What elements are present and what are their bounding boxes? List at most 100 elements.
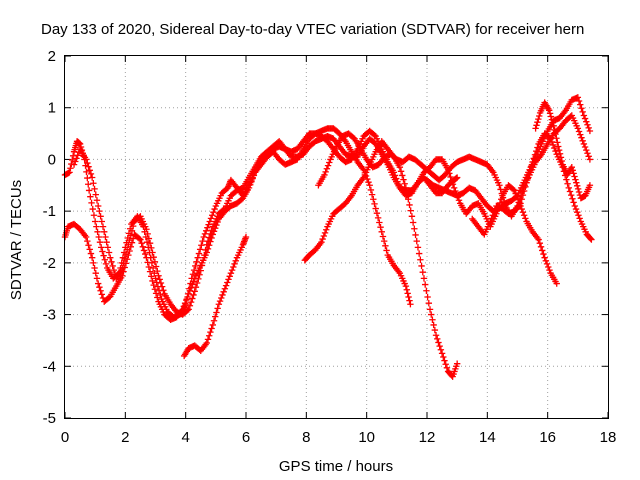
data-point [67, 165, 74, 172]
data-point [499, 194, 507, 201]
data-point [211, 205, 218, 213]
data-point [232, 257, 239, 264]
data-point [123, 246, 131, 253]
data-point [152, 263, 160, 270]
data-point [84, 237, 91, 245]
data-point [407, 207, 414, 214]
data-point [101, 256, 109, 263]
data-point [137, 236, 144, 243]
data-point [371, 131, 378, 139]
data-point [522, 183, 529, 191]
data-point [86, 167, 93, 174]
data-point [406, 297, 413, 304]
data-point [222, 282, 230, 289]
chart-title: Day 133 of 2020, Sidereal Day-to-day VTE… [41, 21, 584, 38]
data-point [145, 263, 153, 271]
data-point [420, 275, 428, 282]
data-point [187, 298, 195, 306]
data-point [529, 158, 536, 166]
data-point [409, 219, 417, 226]
data-point [366, 182, 373, 189]
data-point [152, 290, 160, 297]
data-point [536, 240, 544, 247]
data-point [98, 291, 106, 298]
data-point [571, 202, 579, 210]
data-point [575, 188, 583, 196]
data-point [205, 221, 212, 228]
data-point [585, 124, 592, 132]
data-point [199, 237, 206, 245]
data-point [572, 176, 579, 183]
data-point [180, 303, 188, 310]
x-axis-label: GPS time / hours [279, 458, 393, 475]
data-point [155, 272, 162, 279]
data-point [201, 230, 209, 238]
data-point [146, 240, 154, 247]
data-point [574, 94, 582, 101]
data-point [548, 116, 556, 123]
data-point [419, 268, 426, 276]
y-tick-label: -3 [43, 307, 56, 324]
data-point [530, 155, 537, 162]
data-point [321, 229, 329, 237]
data-point [85, 181, 92, 188]
data-point [210, 208, 217, 216]
data-point [189, 281, 196, 288]
data-point [487, 218, 494, 225]
data-point [129, 222, 137, 230]
data-point [519, 191, 527, 199]
data-point [566, 188, 574, 195]
data-point [428, 311, 435, 318]
data-point [202, 227, 210, 234]
data-point [192, 283, 200, 291]
data-point [421, 281, 429, 288]
data-point [368, 191, 376, 198]
data-point [453, 360, 461, 367]
data-point [498, 190, 506, 197]
data-point [573, 179, 580, 186]
data-point [522, 215, 529, 222]
data-point [199, 257, 207, 264]
data-point [587, 235, 594, 242]
data-point [576, 215, 583, 222]
data-point [148, 244, 155, 252]
data-point [323, 165, 331, 172]
data-point [320, 232, 328, 240]
data-point [510, 186, 517, 193]
data-point [66, 169, 73, 176]
data-point [403, 190, 411, 197]
data-point [126, 236, 133, 244]
data-point [207, 230, 214, 238]
data-point [574, 125, 582, 132]
data-point [158, 283, 166, 290]
y-tick-label: -2 [43, 255, 56, 272]
data-point [183, 296, 190, 304]
data-point [191, 288, 198, 295]
data-point [196, 271, 203, 278]
data-point [88, 174, 96, 181]
data-point [91, 264, 98, 272]
plot-frame [64, 55, 609, 419]
data-point [396, 163, 404, 171]
y-tick-label: 2 [48, 48, 56, 65]
data-point [523, 179, 530, 186]
data-point [382, 242, 389, 249]
series-track-3 [70, 132, 560, 318]
data-point [203, 339, 210, 347]
data-point [413, 237, 420, 245]
data-point [435, 339, 442, 346]
data-point [91, 218, 99, 225]
data-point [586, 127, 594, 135]
data-point [190, 291, 197, 299]
data-point [97, 213, 104, 220]
data-point [448, 177, 455, 184]
data-point [92, 270, 99, 277]
data-point [517, 200, 524, 207]
data-point [536, 112, 543, 120]
data-point [96, 207, 103, 215]
data-point [193, 258, 200, 266]
data-point [551, 144, 558, 152]
data-point [206, 218, 213, 225]
data-point [555, 143, 562, 150]
